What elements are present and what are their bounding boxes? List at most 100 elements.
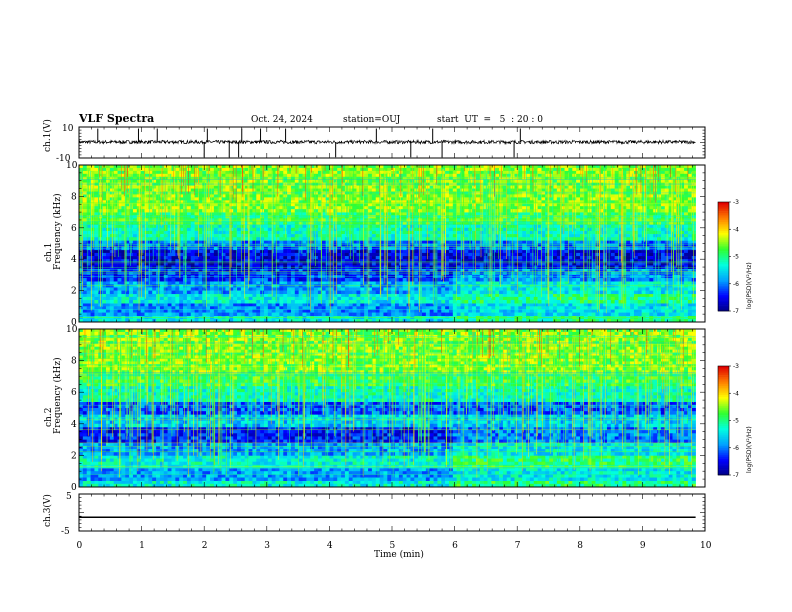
spectrogram-cell xyxy=(86,306,91,310)
spectrogram-cell xyxy=(395,296,400,301)
spectrogram-cell xyxy=(587,265,592,269)
spectrogram-cell xyxy=(657,309,662,313)
spectrogram-cell xyxy=(460,243,465,247)
spectrogram-cell xyxy=(541,224,546,229)
spectrogram-cell xyxy=(144,259,149,263)
spectrogram-cell xyxy=(171,230,176,235)
spectrogram-cell xyxy=(529,318,535,322)
spectrogram-cell xyxy=(587,296,592,301)
spectrogram-cell xyxy=(371,284,377,288)
spectrogram-cell xyxy=(337,265,342,269)
spectrogram-cell xyxy=(684,278,689,282)
spectrogram-cell xyxy=(537,300,542,304)
spectrogram-cell xyxy=(82,312,87,317)
spectrogram-cell xyxy=(171,271,176,276)
spectrogram-cell xyxy=(352,312,357,317)
spectrogram-cell xyxy=(483,284,488,288)
spectrogram-cell xyxy=(452,303,457,307)
spectrogram-cell xyxy=(244,281,249,285)
spectrogram-cell xyxy=(229,281,234,285)
spectrogram-cell xyxy=(668,243,673,247)
spectrogram-cell xyxy=(591,281,596,285)
spectrogram-cell xyxy=(329,240,334,244)
spectrogram-cell xyxy=(387,227,392,232)
spectrogram-cell xyxy=(468,318,473,322)
spectrogram-cell xyxy=(314,303,319,307)
spectrogram-cell xyxy=(175,240,180,244)
spectrogram-cell xyxy=(109,318,114,322)
spectrogram-cell xyxy=(560,227,565,232)
spectrogram-cell xyxy=(560,284,565,288)
spectrogram-cell xyxy=(649,300,654,304)
spectrogram-cell xyxy=(198,306,203,310)
spectrogram-cell xyxy=(302,281,307,285)
spectrogram-cell xyxy=(310,300,315,304)
spectrogram-cell xyxy=(371,268,377,273)
spectrogram-cell xyxy=(221,265,226,269)
spectrogram-cell xyxy=(294,290,299,295)
spectrogram-cell xyxy=(603,259,608,263)
spectrogram-cell xyxy=(526,303,531,307)
spectrogram-cell xyxy=(514,243,519,247)
spectrogram-cell xyxy=(626,271,631,276)
spectrogram-cell xyxy=(248,262,253,266)
spectrogram-cell xyxy=(121,227,126,232)
spectrogram-cell xyxy=(202,287,207,291)
spectrogram-cell xyxy=(144,284,149,288)
spectrogram-cell xyxy=(464,290,469,295)
spectrogram-cell xyxy=(368,256,373,260)
spectrogram-cell xyxy=(82,293,87,298)
spectrogram-cell xyxy=(687,271,693,276)
spectrogram-cell xyxy=(337,306,342,310)
spectrogram-cell xyxy=(260,230,265,235)
spectrogram-cell xyxy=(514,234,519,238)
spectrogram-cell xyxy=(186,265,192,269)
spectrogram-cell xyxy=(337,303,342,307)
spectrogram-cell xyxy=(256,300,261,304)
spectrogram-cell xyxy=(125,240,130,244)
spectrogram-cell xyxy=(576,312,581,317)
spectrogram-cell xyxy=(583,290,588,295)
spectrogram-cell xyxy=(152,249,157,254)
spectrogram-cell xyxy=(213,230,219,235)
spectrogram-cell xyxy=(402,281,407,285)
spectrogram-cell xyxy=(487,284,492,288)
spectrogram-cell xyxy=(237,230,242,235)
spectrogram-cell xyxy=(479,281,484,285)
spectrogram-cell xyxy=(606,309,612,313)
spectrogram-cell xyxy=(591,271,596,276)
spectrogram-cell xyxy=(109,271,114,276)
spectrogram-cell xyxy=(240,303,246,307)
spectrogram-cell xyxy=(344,259,350,263)
spectrogram-cell xyxy=(391,309,396,313)
spectrogram-cell xyxy=(152,240,157,244)
spectrogram-cell xyxy=(514,259,519,263)
spectrogram-cell xyxy=(626,265,631,269)
spectrogram-cell xyxy=(290,240,296,244)
spectrogram-cell xyxy=(82,284,87,288)
spectrogram-cell xyxy=(290,309,296,313)
spectrogram-cell xyxy=(129,293,134,298)
spectrogram-cell xyxy=(194,278,199,282)
spectrogram-cell xyxy=(240,284,246,288)
spectrogram-cell xyxy=(140,259,145,263)
spectrogram-cell xyxy=(475,265,481,269)
spectrogram-cell xyxy=(680,249,685,254)
spectrogram-cell xyxy=(537,227,542,232)
spectrogram-cell xyxy=(260,278,265,282)
spectrogram-cell xyxy=(657,262,662,266)
spectrogram-cell xyxy=(526,230,531,235)
spectrogram-cell xyxy=(526,265,531,269)
spectrogram-cell xyxy=(144,312,149,317)
spectrogram-cell xyxy=(105,300,111,304)
spectrogram-cell xyxy=(568,224,573,229)
spectrogram-cell xyxy=(140,290,145,295)
spectrogram-cell xyxy=(113,300,118,304)
spectrogram-cell xyxy=(210,318,215,322)
spectrogram-cell xyxy=(518,290,523,295)
spectrogram-cell xyxy=(317,271,323,276)
spectrogram-cell xyxy=(321,249,326,254)
spectrogram-cell xyxy=(529,265,535,269)
spectrogram-cell xyxy=(560,271,565,276)
spectrogram-cell xyxy=(341,227,346,232)
